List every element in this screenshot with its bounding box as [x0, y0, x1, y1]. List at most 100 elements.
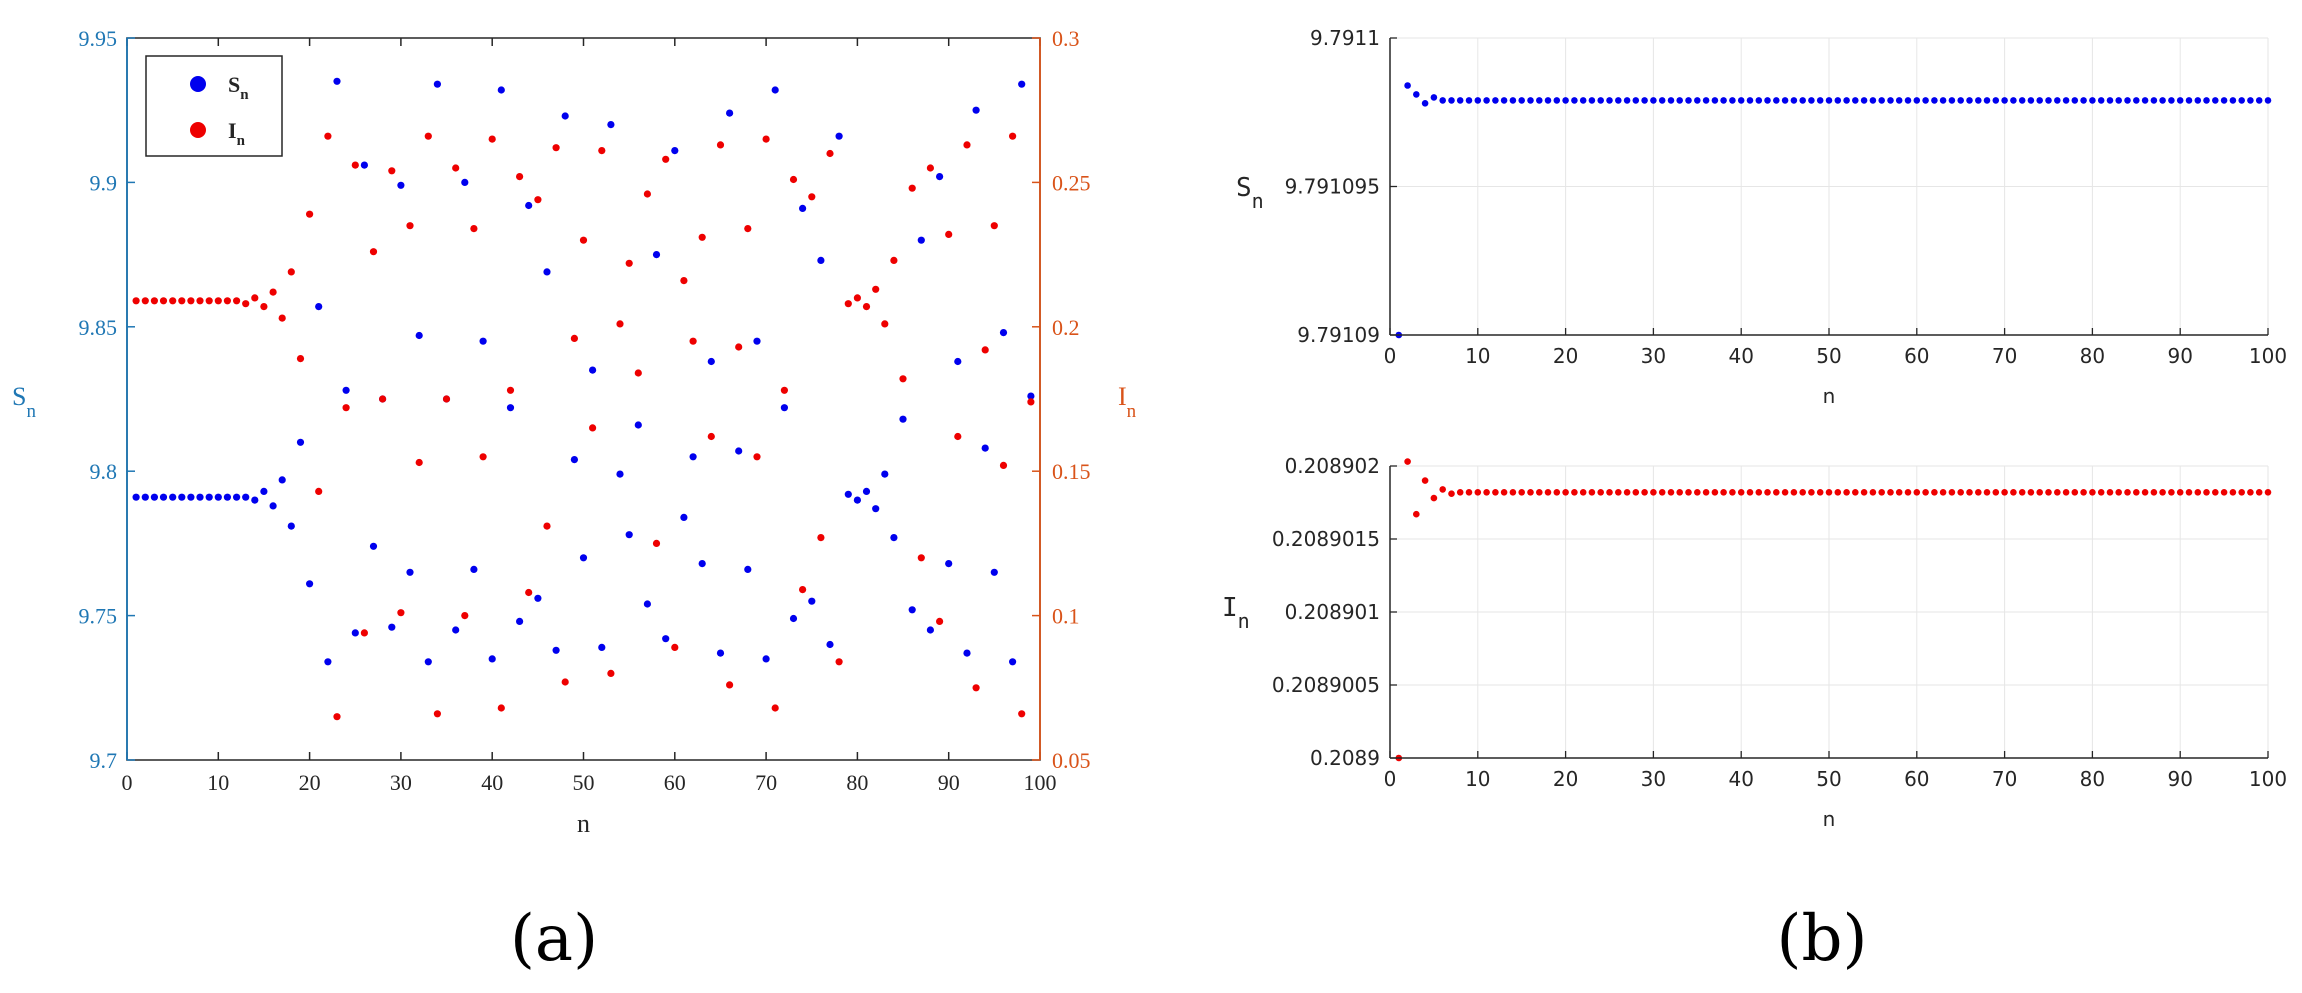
s-point-97 — [1009, 658, 1017, 666]
bt-x-tick-label: 70 — [1992, 344, 2017, 368]
s-point-66 — [726, 109, 734, 117]
bt-x-tick-label: 50 — [1816, 344, 1841, 368]
bb-point-27 — [1623, 489, 1631, 496]
panel-a-x-ticks: 0 10 20 30 40 50 60 70 80 90 100 — [122, 38, 1057, 795]
s-point-69 — [753, 337, 761, 345]
i-point-15 — [260, 303, 268, 311]
bb-x-tick-label: 40 — [1728, 767, 1753, 791]
bb-x-tick-label: 0 — [1384, 767, 1397, 791]
bb-point-79 — [2080, 489, 2087, 496]
bt-point-78 — [2071, 97, 2079, 104]
bb-point-97 — [2238, 489, 2245, 496]
panel-b-bottom-y-axis-label: In — [1222, 593, 1250, 633]
bb-point-55 — [1869, 489, 1877, 496]
bb-point-16 — [1527, 489, 1534, 496]
panel-a-x-tick-label: 10 — [207, 770, 229, 795]
bt-point-19 — [1553, 97, 1561, 104]
bb-point-92 — [2194, 489, 2202, 496]
bt-point-67 — [1975, 97, 1982, 104]
panel-b-caption-label: (b) — [1777, 902, 1868, 976]
i-point-81 — [862, 303, 871, 311]
s-point-72 — [780, 404, 789, 412]
bt-point-74 — [2036, 97, 2043, 104]
bb-point-11 — [1483, 489, 1490, 496]
bb-point-43 — [1764, 489, 1771, 496]
bt-point-7 — [1448, 97, 1455, 104]
bt-point-28 — [1632, 97, 1640, 104]
bb-point-76 — [2054, 489, 2061, 496]
panel-a-right-y-tick-label: 0.05 — [1052, 748, 1091, 773]
s-point-46 — [543, 268, 551, 276]
panel-a-right-y-label-sub: n — [1127, 401, 1137, 422]
bb-point-71 — [2010, 489, 2017, 496]
bb-point-8 — [1456, 489, 1464, 496]
bb-point-32 — [1667, 489, 1675, 496]
bb-point-2 — [1404, 458, 1411, 465]
bt-point-12 — [1492, 97, 1499, 104]
i-point-65 — [716, 141, 725, 149]
panel-a-x-tick-label: 0 — [122, 770, 133, 795]
s-point-26 — [360, 161, 368, 169]
bt-point-6 — [1439, 97, 1446, 104]
panel-a-x-tick-label: 100 — [1024, 770, 1057, 795]
panel-b-bottom-y-ticks: 0.2089 0.2089005 0.208901 0.2089015 0.208902 — [1272, 454, 1397, 770]
s-point-60 — [671, 147, 679, 155]
s-point-58 — [652, 251, 661, 259]
bt-point-99 — [2255, 97, 2263, 104]
panel-a-x-tick-label: 20 — [299, 770, 321, 795]
bt-point-5 — [1430, 94, 1438, 101]
i-point-62 — [689, 337, 697, 345]
bb-point-45 — [1781, 489, 1789, 496]
s-point-2 — [141, 493, 149, 501]
i-point-74 — [799, 586, 807, 594]
i-point-53 — [607, 669, 615, 678]
bt-point-88 — [2159, 97, 2166, 104]
s-point-16 — [269, 502, 277, 510]
bt-point-62 — [1931, 97, 1938, 104]
panel-b-top-y-axis-label: Sn — [1236, 173, 1264, 213]
bb-point-60 — [1913, 489, 1921, 496]
s-point-85 — [899, 415, 907, 423]
i-point-39 — [479, 453, 487, 461]
i-point-95 — [990, 222, 998, 230]
panel-a-right-y-tick-label: 0.15 — [1052, 459, 1091, 484]
s-point-38 — [470, 565, 478, 574]
i-point-4 — [159, 297, 168, 305]
s-point-50 — [579, 554, 588, 562]
s-point-57 — [643, 600, 652, 608]
i-point-38 — [470, 225, 478, 233]
bb-point-59 — [1904, 489, 1912, 496]
bb-point-37 — [1711, 489, 1719, 496]
bb-point-18 — [1544, 489, 1552, 496]
i-point-3 — [150, 297, 158, 305]
s-point-73 — [789, 614, 798, 623]
panel-b-top-grid — [1389, 37, 2269, 336]
s-point-17 — [278, 476, 286, 484]
bt-point-15 — [1518, 97, 1525, 104]
bb-point-21 — [1571, 489, 1578, 496]
bt-point-49 — [1816, 97, 1824, 104]
i-point-77 — [826, 149, 834, 158]
s-point-68 — [744, 565, 752, 574]
bt-point-37 — [1711, 97, 1719, 104]
s-point-23 — [333, 77, 341, 85]
bt-point-30 — [1650, 97, 1657, 104]
bb-point-63 — [1939, 489, 1947, 496]
bb-point-83 — [2115, 489, 2122, 496]
bb-point-77 — [2062, 489, 2070, 496]
bb-x-tick-label: 60 — [1904, 767, 1929, 791]
bt-point-13 — [1500, 97, 1508, 104]
bt-point-46 — [1790, 97, 1798, 104]
bt-x-tick-label: 90 — [2167, 344, 2192, 368]
bt-point-57 — [1887, 97, 1894, 104]
bb-point-93 — [2203, 489, 2210, 496]
legend-s-label-sub: n — [240, 87, 249, 103]
bt-point-17 — [1536, 97, 1543, 104]
s-point-18 — [287, 522, 295, 530]
s-point-30 — [397, 181, 405, 189]
bb-point-91 — [2185, 489, 2193, 496]
i-point-48 — [561, 678, 569, 686]
panel-a-chart: 0 10 20 30 40 50 60 70 80 90 100 9.7 9.75 9.8 9.85 9.9… — [12, 26, 1137, 976]
bb-point-65 — [1957, 489, 1964, 496]
bt-point-24 — [1597, 97, 1604, 104]
